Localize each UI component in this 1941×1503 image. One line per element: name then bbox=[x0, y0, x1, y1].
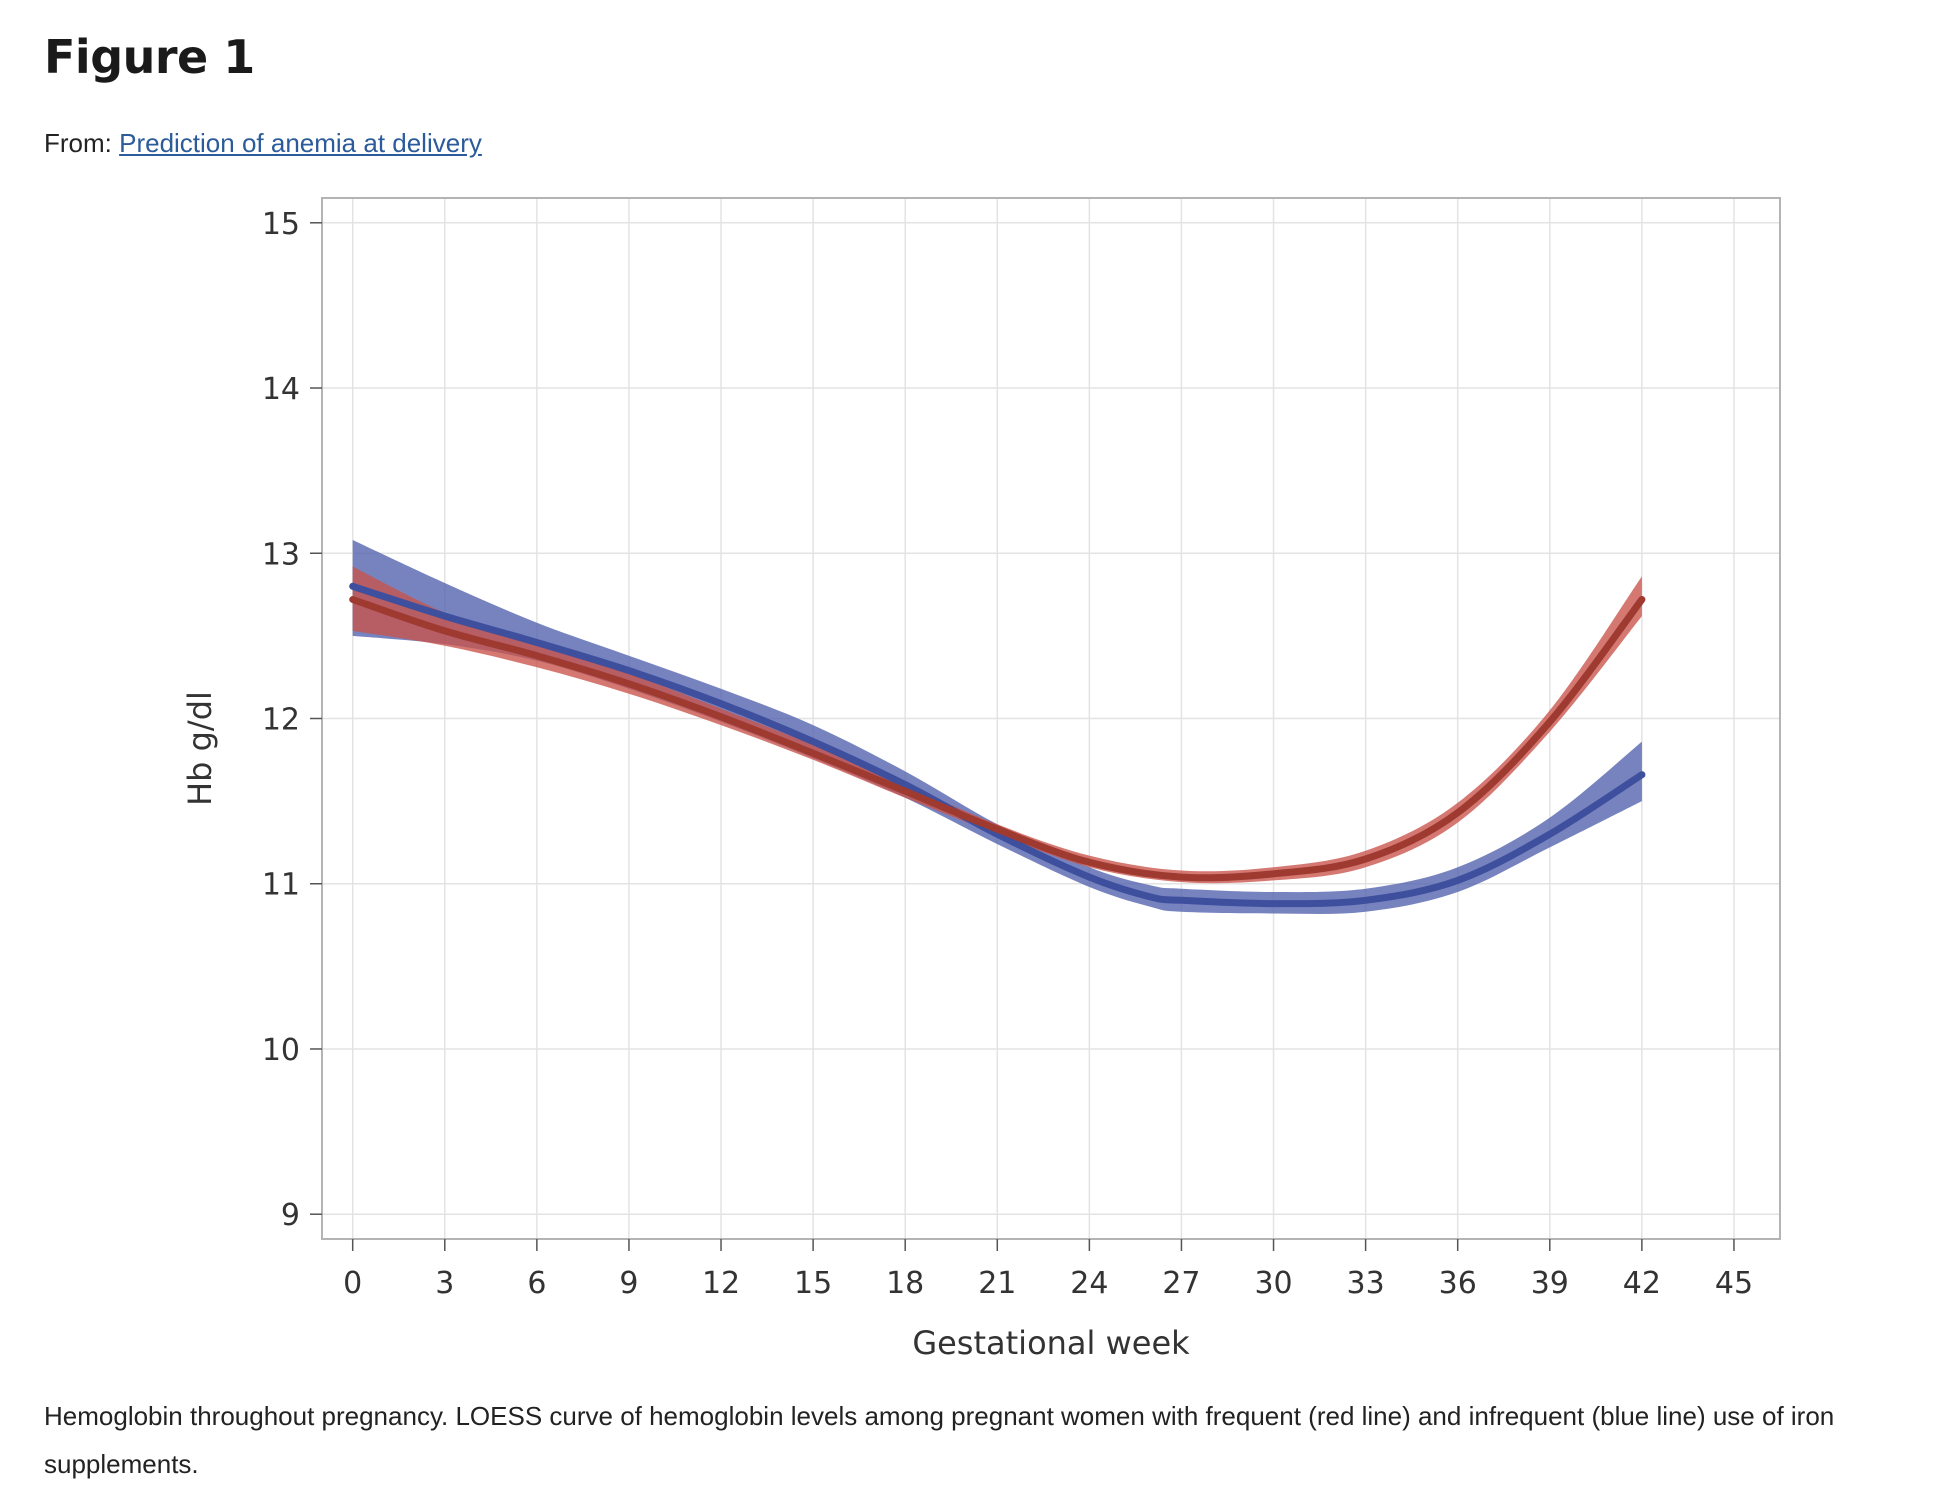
x-tick-label: 21 bbox=[978, 1266, 1016, 1301]
hemoglobin-chart: 0 3 6 9 12 15 18 21 24 27 30 33 36 39 42 45910111213141… bbox=[181, 197, 1781, 1362]
confidence-band-blue bbox=[352, 540, 1642, 915]
x-tick-label: 24 bbox=[1070, 1266, 1108, 1301]
y-tick-label: 12 bbox=[262, 703, 300, 738]
x-tick-label: 42 bbox=[1623, 1266, 1661, 1301]
chart-container: 0 3 6 9 12 15 18 21 24 27 30 33 36 39 42 45 9 10 11 12 13 14 1… bbox=[0, 180, 1941, 1370]
x-tick-label: 0 bbox=[343, 1266, 362, 1301]
x-tick-label: 18 bbox=[886, 1266, 924, 1301]
x-tick-label: 39 bbox=[1531, 1266, 1569, 1301]
source-article-link[interactable]: Prediction of anemia at delivery bbox=[119, 128, 482, 158]
x-tick-label: 45 bbox=[1715, 1266, 1753, 1301]
y-tick-label: 14 bbox=[262, 372, 300, 407]
y-axis-label: Hb g/dl bbox=[181, 691, 219, 806]
x-tick-label: 33 bbox=[1347, 1266, 1385, 1301]
x-tick-label: 15 bbox=[794, 1266, 832, 1301]
x-tick-label: 36 bbox=[1439, 1266, 1477, 1301]
source-line: From: Prediction of anemia at delivery bbox=[44, 128, 482, 159]
y-tick-label: 11 bbox=[262, 868, 300, 903]
y-tick-label: 9 bbox=[281, 1198, 300, 1233]
y-tick-label: 13 bbox=[262, 537, 300, 572]
x-axis-label: Gestational week bbox=[912, 1324, 1190, 1362]
x-tick-label: 6 bbox=[527, 1266, 546, 1301]
figure-caption: Hemoglobin throughout pregnancy. LOESS c… bbox=[44, 1401, 1835, 1479]
figure-title: Figure 1 bbox=[44, 30, 255, 84]
x-tick-label: 3 bbox=[435, 1266, 454, 1301]
x-tick-label: 9 bbox=[619, 1266, 638, 1301]
y-tick-label: 15 bbox=[262, 207, 300, 242]
source-prefix: From: bbox=[44, 128, 120, 158]
x-tick-label: 12 bbox=[702, 1266, 740, 1301]
x-tick-label: 30 bbox=[1254, 1266, 1292, 1301]
series-line-blue bbox=[349, 582, 1646, 908]
y-tick-label: 10 bbox=[262, 1033, 300, 1068]
series-line-red bbox=[349, 596, 1646, 882]
x-tick-label: 27 bbox=[1162, 1266, 1200, 1301]
